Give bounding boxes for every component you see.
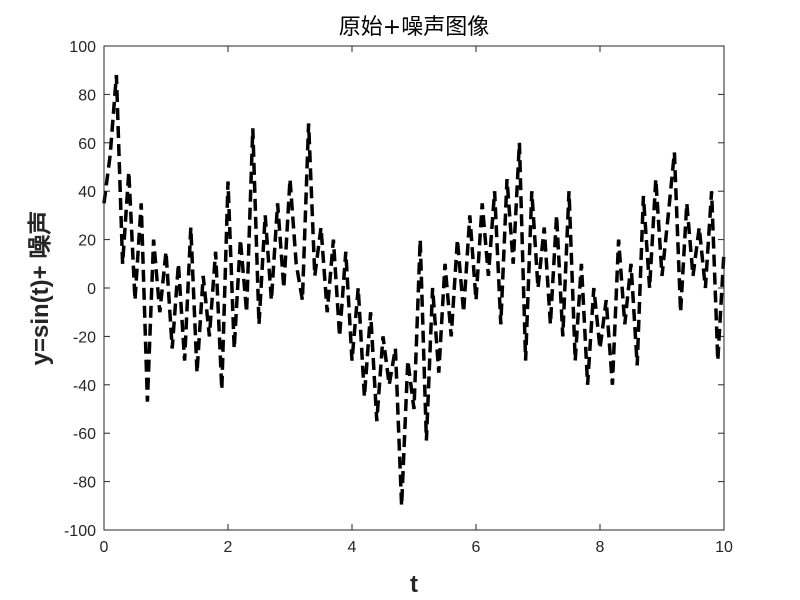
x-tick-label: 2 [224, 539, 233, 556]
y-tick-label: 40 [78, 184, 96, 201]
y-tick-label: 20 [78, 233, 96, 250]
x-tick-label: 6 [472, 539, 481, 556]
y-axis-label: y=sin(t)+ 噪声 [26, 211, 54, 366]
x-axis-label: t [410, 571, 418, 598]
tick-labels: 0 2 4 6 8 10 -100 -80 -60 -40 -20 0 20 40 60 80 100 [64, 39, 733, 556]
y-tick-label: -80 [73, 475, 96, 492]
series-line [102, 74, 726, 506]
x-tick-label: 8 [596, 539, 605, 556]
x-tick-label: 10 [715, 539, 733, 556]
y-tick-label: 60 [78, 136, 96, 153]
y-tick-label: -60 [73, 426, 96, 443]
y-tick-label: -40 [73, 378, 96, 395]
y-tick-label: -20 [73, 329, 96, 346]
y-tick-label: 80 [78, 87, 96, 104]
y-tick-label: 100 [69, 39, 96, 56]
x-tick-label: 0 [100, 539, 109, 556]
x-tick-label: 4 [348, 539, 357, 556]
plot-area [104, 46, 724, 530]
axes-box [103, 45, 725, 531]
y-tick-label: -100 [64, 523, 96, 540]
chart-title: 原始+噪声图像 [339, 15, 489, 40]
y-tick-label: 0 [87, 281, 96, 298]
